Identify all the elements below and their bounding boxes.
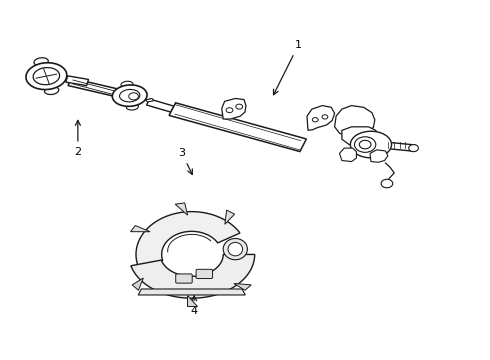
Polygon shape [225,210,235,224]
Polygon shape [175,203,188,215]
Polygon shape [131,255,255,298]
Ellipse shape [223,238,247,260]
Circle shape [236,104,243,109]
Polygon shape [68,78,124,98]
Text: 3: 3 [178,148,193,175]
Text: 1: 1 [273,40,302,95]
Polygon shape [385,142,415,151]
Polygon shape [132,278,143,290]
Circle shape [226,108,233,113]
Circle shape [381,179,393,188]
FancyBboxPatch shape [176,274,192,283]
Polygon shape [138,289,245,295]
Polygon shape [130,225,150,232]
Ellipse shape [228,242,243,256]
Ellipse shape [33,68,60,85]
Polygon shape [340,148,356,162]
Polygon shape [222,99,246,119]
Polygon shape [187,295,196,306]
Polygon shape [335,105,375,136]
Circle shape [409,145,418,152]
Polygon shape [307,105,335,130]
Text: 2: 2 [74,120,81,157]
Polygon shape [147,99,174,112]
Ellipse shape [26,63,67,90]
FancyBboxPatch shape [196,269,213,279]
Polygon shape [342,127,378,146]
Circle shape [129,93,138,100]
Polygon shape [146,99,154,102]
Ellipse shape [45,86,59,95]
Ellipse shape [350,131,392,158]
Ellipse shape [34,58,48,66]
Ellipse shape [120,89,140,102]
Ellipse shape [126,104,138,110]
Polygon shape [234,283,251,290]
Polygon shape [66,76,89,86]
Polygon shape [169,103,306,152]
Polygon shape [370,150,388,162]
Ellipse shape [121,81,133,88]
Ellipse shape [112,85,147,106]
Circle shape [354,137,376,152]
Polygon shape [136,212,240,266]
Circle shape [322,115,328,119]
Text: 4: 4 [191,296,197,316]
Circle shape [312,118,318,122]
Circle shape [359,140,371,149]
